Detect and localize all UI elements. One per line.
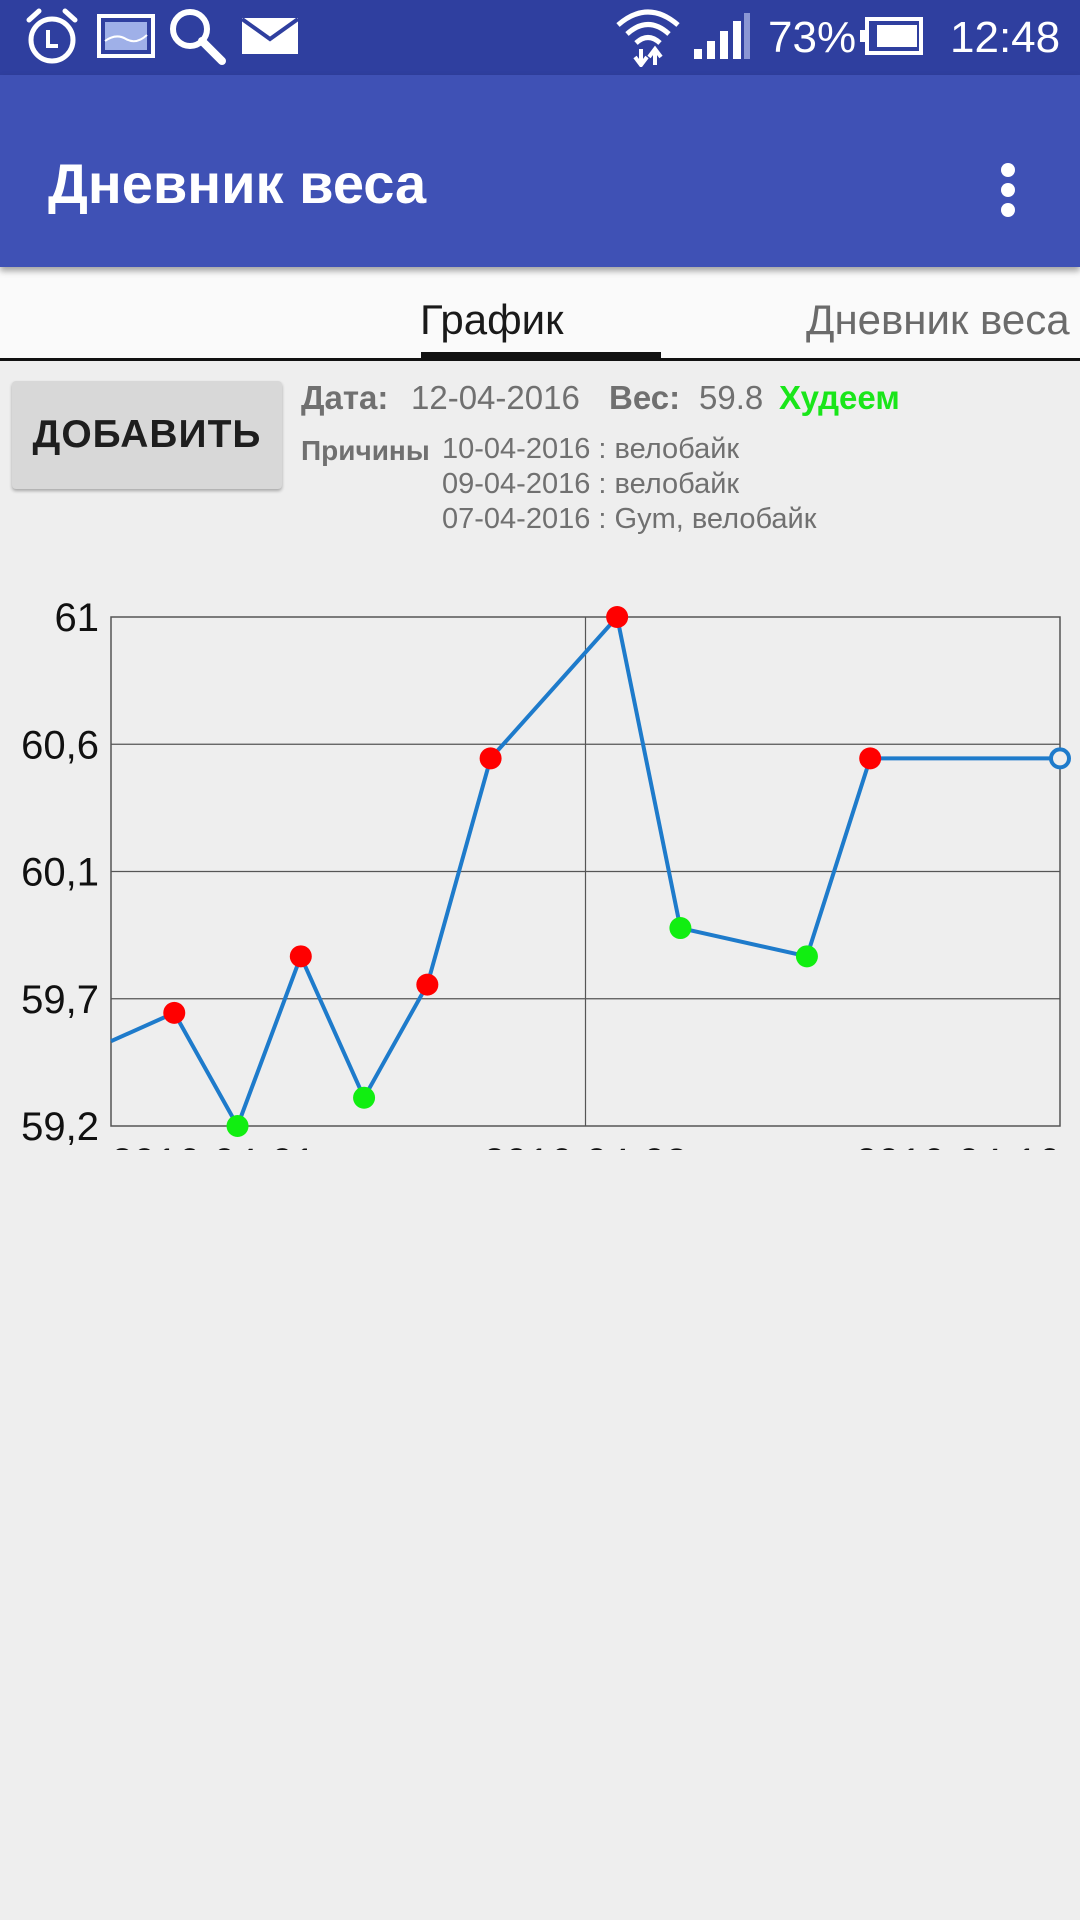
weight-chart[interactable]: 61 60,6 60,1 59,7 59,2 2016-04-01 2016-04-08 20… — [0, 590, 1080, 1150]
reasons-label: Причины — [301, 435, 430, 466]
y-tick-label: 60,1 — [21, 851, 99, 895]
battery-icon — [858, 6, 924, 66]
x-tick-label: 2016-04-08 — [483, 1141, 688, 1150]
battery-percent: 73% — [768, 13, 857, 62]
x-tick-label: 2016-04-01 — [111, 1141, 316, 1150]
signal-icon — [692, 6, 752, 66]
y-tick-label: 59,2 — [21, 1105, 99, 1149]
y-tick-label: 60,6 — [21, 723, 99, 767]
weight-label: Вес: — [609, 379, 681, 416]
tab-weight-diary[interactable]: Дневник веса — [806, 296, 1070, 343]
tab-indicator — [421, 352, 661, 361]
add-button[interactable]: ДОБАВИТЬ — [12, 381, 282, 489]
x-tick-label: 2016-04-16 — [855, 1141, 1060, 1150]
loss-point — [226, 1115, 249, 1137]
overflow-menu-icon[interactable] — [988, 157, 1028, 223]
reason-item: 10-04-2016 : велобайк — [442, 433, 740, 465]
weight-line — [110, 615, 1060, 1128]
loss-point — [353, 1086, 376, 1109]
reasons-list: 10-04-2016 : велобайк 09-04-2016 : велоб… — [442, 432, 816, 537]
wifi-icon — [614, 6, 682, 67]
y-tick-label: 61 — [55, 596, 100, 640]
y-tick-label: 59,7 — [21, 978, 99, 1022]
gain-point — [859, 747, 882, 770]
reason-item: 07-04-2016 : Gym, велобайк — [442, 503, 817, 535]
gain-point — [289, 945, 312, 968]
trend-status: Худеем — [779, 379, 900, 416]
alarm-clock-icon — [24, 6, 80, 66]
gallery-icon — [96, 6, 156, 66]
app-bar: Дневник веса — [0, 75, 1080, 267]
search-icon — [166, 6, 228, 66]
date-label: Дата: — [301, 379, 389, 416]
status-bar: 73% 12:48 — [0, 0, 1080, 75]
app-title: Дневник веса — [48, 152, 427, 215]
gain-point — [606, 606, 629, 628]
current-point — [1049, 747, 1071, 770]
loss-point — [669, 917, 692, 940]
gain-point — [163, 1001, 186, 1024]
reason-item: 09-04-2016 : велобайк — [442, 468, 740, 500]
mail-icon — [240, 6, 300, 66]
gain-point — [416, 973, 439, 996]
gain-point — [479, 747, 502, 770]
tab-bar: График Дневник веса — [0, 267, 1080, 361]
loss-point — [795, 945, 818, 968]
date-value: 12-04-2016 — [411, 379, 580, 416]
weight-value: 59.8 — [699, 379, 764, 416]
clock-time: 12:48 — [950, 13, 1061, 62]
tab-chart[interactable]: График — [420, 296, 564, 343]
